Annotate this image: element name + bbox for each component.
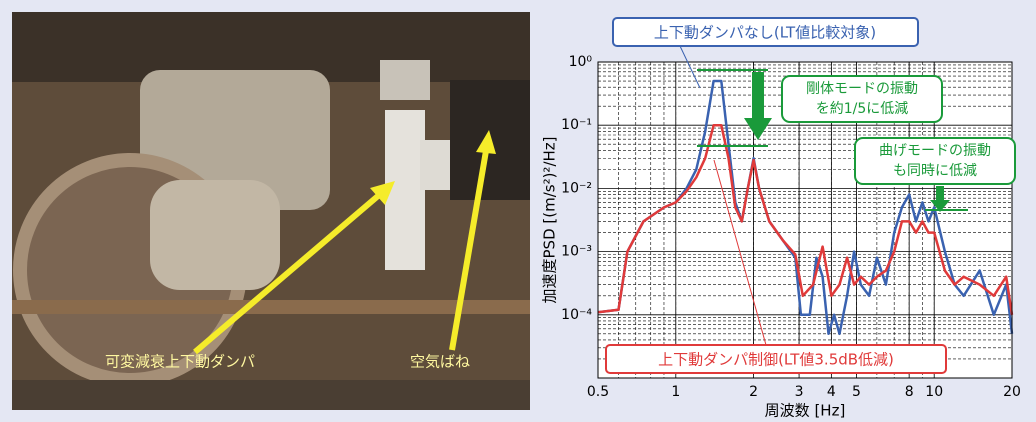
- photo-label: 空気ばね: [410, 353, 470, 371]
- photo: 可変減衰上下動ダンパ 空気ばね: [12, 12, 530, 410]
- x-tick-label: 2: [749, 384, 758, 400]
- figure: 可変減衰上下動ダンパ 空気ばね 周波数 [Hz] 加速度PSD [(m/s²)²…: [0, 0, 1036, 422]
- photo-shape: [150, 180, 280, 290]
- annotation: を約1/5に低減: [816, 100, 909, 117]
- page: {"photo": {"labels": ["可変減衰上下動ダンパ", "空気ば…: [0, 0, 1036, 422]
- y-tick-label: 10⁻²: [561, 180, 592, 196]
- x-tick-label: 20: [1003, 384, 1021, 400]
- y-axis-title: 加速度PSD [(m/s²)²/Hz]: [541, 136, 559, 303]
- photo-shape: [380, 60, 430, 100]
- x-tick-label: 10: [925, 384, 943, 400]
- x-tick-label: 3: [795, 384, 804, 400]
- y-tick-label: 10⁻¹: [561, 117, 592, 133]
- x-axis-title: 周波数 [Hz]: [765, 402, 846, 420]
- x-tick-label: 4: [827, 384, 836, 400]
- y-tick-label: 10⁻³: [561, 244, 592, 260]
- annotation: 剛体モードの振動: [806, 81, 918, 97]
- x-tick-label: 5: [852, 384, 861, 400]
- annotation: 曲げモードの振動: [879, 143, 991, 159]
- photo-shape: [12, 380, 530, 410]
- y-tick-label: 10⁰: [569, 54, 593, 70]
- legend-label: 上下動ダンパ制御(LT値3.5dB低減): [658, 351, 894, 369]
- x-tick-label: 8: [905, 384, 914, 400]
- photo-shape: [12, 300, 530, 314]
- y-tick-label: 10⁻⁴: [561, 307, 592, 323]
- annotation: も同時に低減: [893, 162, 977, 179]
- x-tick-label: 0.5: [587, 384, 609, 400]
- x-tick-label: 1: [671, 384, 680, 400]
- legend-label: 上下動ダンパなし(LT値比較対象): [654, 24, 876, 42]
- photo-label: 可変減衰上下動ダンパ: [105, 353, 255, 371]
